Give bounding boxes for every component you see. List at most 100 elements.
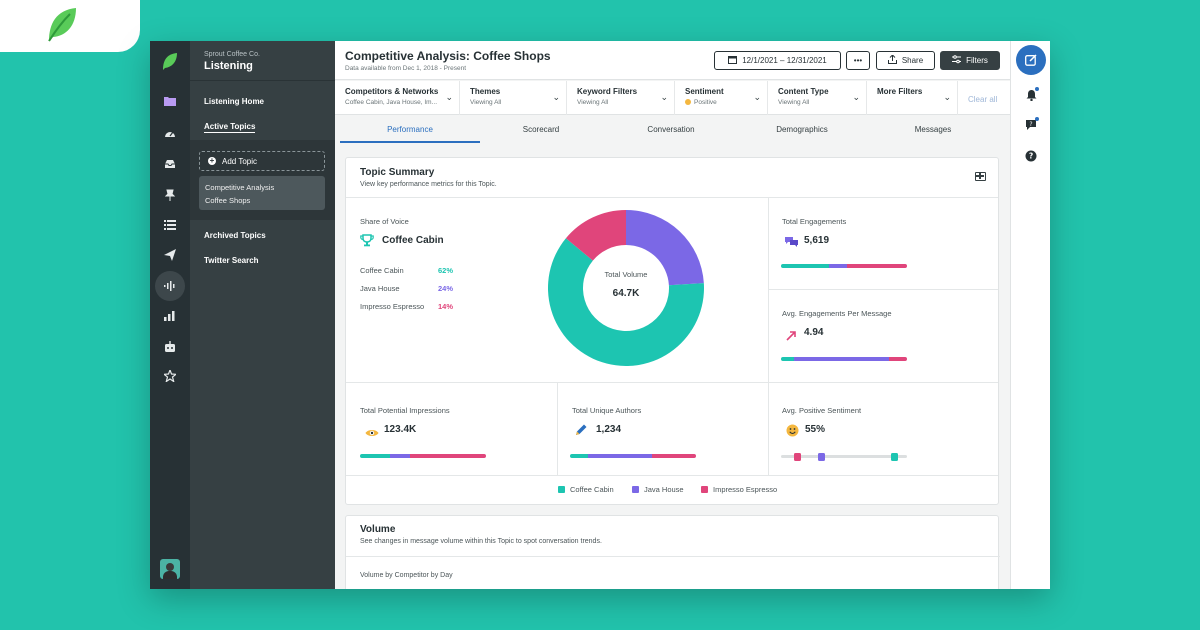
bar-segment bbox=[651, 454, 696, 458]
dashboard-icon[interactable] bbox=[155, 118, 185, 148]
calendar-icon bbox=[728, 55, 738, 66]
legend-label: Java House bbox=[644, 485, 684, 494]
donut-center-label: Total Volume bbox=[604, 270, 648, 279]
send-icon[interactable] bbox=[155, 240, 185, 270]
donut-slice-impresso-espresso bbox=[565, 210, 626, 261]
more-options-button[interactable]: ••• bbox=[846, 51, 870, 70]
card-subtitle: View key performance metrics for this To… bbox=[360, 181, 497, 188]
unique-authors-value: 1,234 bbox=[596, 424, 622, 435]
list-icon[interactable] bbox=[155, 210, 185, 240]
bar-segment bbox=[390, 454, 411, 458]
compose-button[interactable] bbox=[1016, 45, 1046, 75]
divider bbox=[768, 289, 998, 290]
pencil-icon bbox=[575, 423, 588, 441]
bar-segment bbox=[781, 264, 829, 268]
filter-competitors-networks[interactable]: Competitors & Networks Coffee Cabin, Jav… bbox=[335, 81, 460, 115]
app-window: Sprout Coffee Co. Listening Listening Ho… bbox=[150, 41, 1050, 589]
donut-slice-coffee-cabin bbox=[548, 238, 704, 366]
bar-segment bbox=[793, 357, 890, 361]
chevron-down-icon: ⌄ bbox=[943, 92, 951, 102]
sidebar-item-archived-topics[interactable]: Archived Topics bbox=[204, 231, 266, 240]
avg-engagements-value: 4.94 bbox=[804, 327, 824, 338]
sov-row-label: Coffee Cabin bbox=[360, 266, 404, 275]
pin-icon[interactable] bbox=[155, 180, 185, 210]
card-title: Volume bbox=[360, 524, 396, 535]
sidebar-item-active-topics[interactable]: Active Topics bbox=[204, 122, 256, 133]
tab-performance[interactable]: Performance bbox=[387, 125, 433, 134]
tab-demographics[interactable]: Demographics bbox=[776, 125, 828, 134]
divider bbox=[346, 475, 998, 476]
filter-bar: Competitors & Networks Coffee Cabin, Jav… bbox=[335, 81, 1010, 115]
sov-row-value: 62% bbox=[438, 266, 454, 275]
org-name: Sprout Coffee Co. bbox=[204, 51, 260, 58]
sidebar-divider bbox=[190, 80, 335, 81]
filter-value: Viewing All bbox=[577, 99, 609, 106]
filter-themes[interactable]: Themes Viewing All ⌄ bbox=[460, 81, 567, 115]
filter-more[interactable]: More Filters ⌄ bbox=[867, 81, 958, 115]
sentiment-track bbox=[781, 452, 907, 461]
listening-sidebar: Sprout Coffee Co. Listening Listening Ho… bbox=[190, 41, 335, 589]
chevron-down-icon: ⌄ bbox=[445, 92, 453, 102]
bar-segment bbox=[846, 264, 907, 268]
legend-item-impresso-espresso: Impresso Espresso bbox=[701, 485, 777, 494]
folder-icon[interactable] bbox=[155, 86, 185, 116]
filter-value: Positive bbox=[694, 99, 717, 106]
more-dots-icon: ••• bbox=[853, 56, 863, 65]
divider bbox=[557, 383, 558, 475]
table-view-icon[interactable] bbox=[975, 172, 986, 181]
bar-segment bbox=[570, 454, 588, 458]
plus-icon: + bbox=[208, 156, 216, 165]
topic-item-competitive-analysis[interactable]: Competitive Analysis Coffee Shops bbox=[199, 176, 325, 210]
legend-label: Coffee Cabin bbox=[570, 485, 614, 494]
svg-text:?: ? bbox=[1029, 121, 1032, 128]
sprout-brand-icon[interactable] bbox=[161, 51, 179, 76]
section-title: Listening bbox=[204, 60, 253, 72]
positive-sentiment-value: 55% bbox=[805, 424, 826, 435]
sentiment-marker bbox=[817, 452, 825, 461]
eye-icon bbox=[365, 425, 379, 443]
tab-scorecard[interactable]: Scorecard bbox=[522, 125, 560, 134]
donut-slice-java-house bbox=[626, 210, 704, 286]
sidebar-item-twitter-search[interactable]: Twitter Search bbox=[204, 256, 259, 265]
date-range-label: 12/1/2021 – 12/31/2021 bbox=[742, 56, 827, 65]
share-button[interactable]: Share bbox=[876, 51, 935, 70]
user-avatar[interactable] bbox=[160, 559, 180, 579]
sov-row-value: 24% bbox=[438, 284, 454, 293]
question-icon[interactable]: ? bbox=[1024, 149, 1038, 163]
inbox-icon[interactable] bbox=[155, 149, 185, 179]
filter-label: Competitors & Networks bbox=[345, 87, 439, 96]
bar-segment bbox=[410, 454, 486, 458]
sentiment-marker bbox=[793, 452, 801, 461]
star-icon[interactable] bbox=[155, 361, 185, 391]
clear-all-link[interactable]: Clear all bbox=[968, 95, 998, 104]
legend-label: Impresso Espresso bbox=[713, 485, 778, 494]
filter-label: More Filters bbox=[877, 87, 923, 96]
listening-icon[interactable] bbox=[155, 271, 185, 301]
filter-content-type[interactable]: Content Type Viewing All ⌄ bbox=[768, 81, 867, 115]
main-content: Competitive Analysis: Coffee Shops Data … bbox=[335, 41, 1010, 589]
svg-text:?: ? bbox=[1029, 152, 1033, 161]
bot-icon[interactable] bbox=[155, 331, 185, 361]
right-rail: ? ? bbox=[1010, 41, 1050, 589]
filter-sentiment[interactable]: Sentiment Positive ⌄ bbox=[675, 81, 768, 115]
impressions-value: 123.4K bbox=[384, 424, 417, 435]
date-range-button[interactable]: 12/1/2021 – 12/31/2021 bbox=[714, 51, 841, 70]
total-engagements-bar bbox=[781, 264, 907, 268]
trophy-icon bbox=[360, 234, 374, 252]
add-topic-button[interactable]: + Add Topic bbox=[199, 151, 325, 171]
filters-button[interactable]: Filters bbox=[940, 51, 1000, 70]
sidebar-item-listening-home[interactable]: Listening Home bbox=[204, 97, 265, 106]
filter-keyword[interactable]: Keyword Filters Viewing All ⌄ bbox=[567, 81, 675, 115]
filters-label: Filters bbox=[966, 56, 988, 65]
tab-conversation[interactable]: Conversation bbox=[647, 125, 695, 134]
positive-sentiment-label: Avg. Positive Sentiment bbox=[782, 406, 862, 415]
bar-segment bbox=[828, 264, 847, 268]
icon-rail bbox=[150, 41, 190, 589]
bar-segment bbox=[781, 357, 794, 361]
bell-icon[interactable] bbox=[1024, 87, 1039, 102]
reports-icon[interactable] bbox=[155, 301, 185, 331]
help-chat-icon[interactable]: ? bbox=[1024, 117, 1039, 132]
bar-segment bbox=[360, 454, 391, 458]
tab-messages[interactable]: Messages bbox=[914, 125, 952, 134]
brand-logo-card bbox=[0, 0, 140, 52]
